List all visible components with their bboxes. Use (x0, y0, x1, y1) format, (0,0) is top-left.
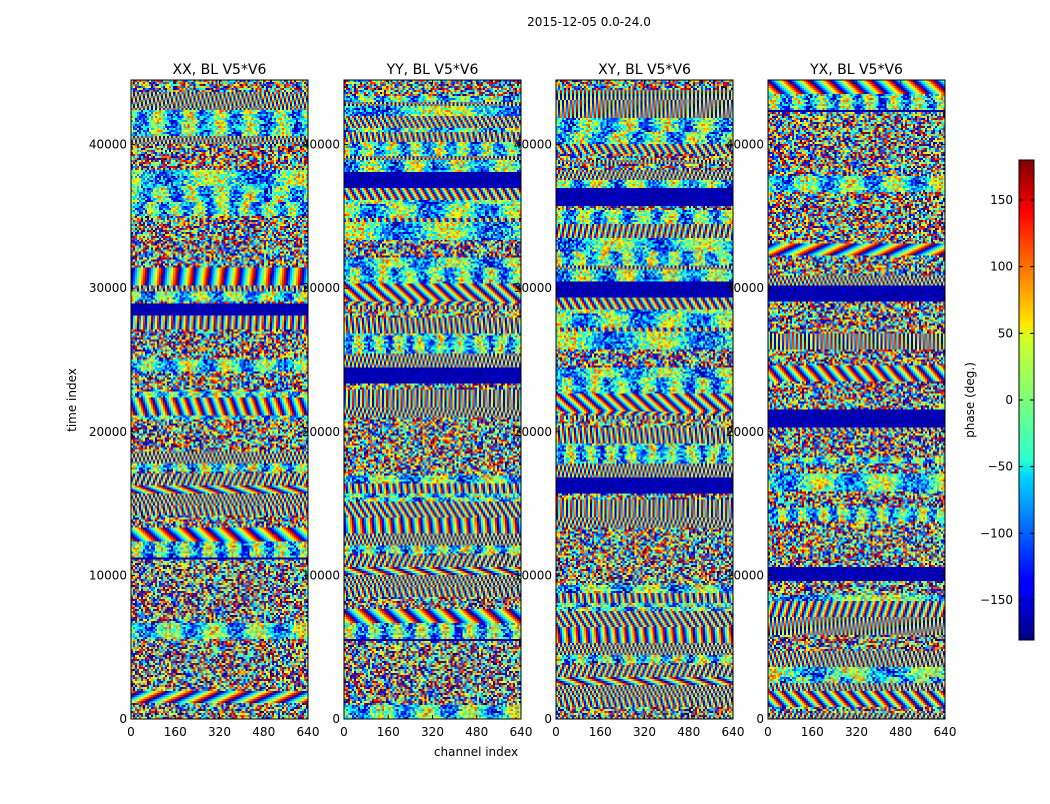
y-tick-label: 30000 (302, 281, 340, 295)
y-tick-label: 20000 (302, 425, 340, 439)
y-tick-label: 0 (756, 712, 764, 726)
panel-4-heatmap (768, 80, 945, 719)
x-tick-label: 0 (340, 725, 348, 739)
x-tick-label: 160 (377, 725, 400, 739)
x-tick-label: 640 (934, 725, 957, 739)
y-tick-label: 20000 (514, 425, 552, 439)
y-tick-label: 40000 (302, 138, 340, 152)
colorbar-tick-label: 100 (990, 260, 1013, 274)
panel-1-title: XX, BL V5*V6 (173, 62, 267, 78)
panel-4-title: YX, BL V5*V6 (809, 62, 903, 78)
panel-3: XY, BL V5*V6 0 160 320 480 640 0 10000 20000 3000… (514, 62, 745, 739)
y-tick-label: 30000 (726, 281, 764, 295)
colorbar-label: phase (deg.) (963, 362, 977, 438)
colorbar: −150 −100 −50 0 50 100 150 phase (deg.) (963, 159, 1035, 641)
y-tick-label: 10000 (302, 568, 340, 582)
y-tick-label: 30000 (89, 281, 127, 295)
y-tick-label: 0 (332, 712, 340, 726)
y-tick-label: 40000 (89, 138, 127, 152)
colorbar-ticks: −150 −100 −50 0 50 100 150 (980, 193, 1034, 607)
x-tick-label: 480 (677, 725, 700, 739)
x-tick-label: 320 (421, 725, 444, 739)
x-tick-label: 640 (722, 725, 745, 739)
panel-2: YY, BL V5*V6 0 160 320 480 640 0 10000 20000 3000… (302, 62, 533, 739)
y-tick-label: 20000 (726, 425, 764, 439)
colorbar-tick-label: 0 (1005, 393, 1013, 407)
panels: XX, BL V5*V6 0 160 320 480 640 0 10000 20000 3000… (89, 62, 957, 739)
y-tick-label: 10000 (726, 568, 764, 582)
x-tick-label: 160 (801, 725, 824, 739)
y-tick-label: 10000 (514, 568, 552, 582)
x-tick-label: 640 (297, 725, 320, 739)
panel-3-heatmap (556, 80, 733, 719)
y-tick-label: 20000 (89, 425, 127, 439)
panel-4: YX, BL V5*V6 0 160 320 480 640 0 10000 20000 3000… (726, 62, 957, 739)
y-tick-label: 0 (119, 712, 127, 726)
panel-2-heatmap (344, 80, 521, 719)
colorbar-tick-label: −150 (980, 593, 1013, 607)
colorbar-tick-label: 50 (998, 326, 1013, 340)
x-tick-label: 0 (552, 725, 560, 739)
x-tick-label: 640 (510, 725, 533, 739)
colorbar-tick-label: −50 (988, 460, 1013, 474)
colorbar-tick-label: −100 (980, 526, 1013, 540)
y-tick-label: 40000 (514, 138, 552, 152)
panel-1: XX, BL V5*V6 0 160 320 480 640 0 10000 20000 3000… (89, 62, 320, 739)
y-tick-label: 30000 (514, 281, 552, 295)
x-tick-label: 0 (764, 725, 772, 739)
x-tick-label: 320 (208, 725, 231, 739)
colorbar-tick-label: 150 (990, 193, 1013, 207)
figure-suptitle: 2015-12-05 0.0-24.0 (527, 15, 651, 29)
x-axis-label: channel index (434, 745, 518, 759)
x-tick-label: 480 (889, 725, 912, 739)
y-tick-label: 10000 (89, 568, 127, 582)
panel-1-heatmap (131, 80, 308, 719)
panel-3-title: XY, BL V5*V6 (598, 62, 691, 78)
x-tick-label: 320 (845, 725, 868, 739)
y-tick-label: 40000 (726, 138, 764, 152)
y-axis-label: time index (65, 368, 79, 432)
x-tick-label: 160 (589, 725, 612, 739)
x-tick-label: 160 (164, 725, 187, 739)
x-tick-label: 320 (633, 725, 656, 739)
y-tick-label: 0 (544, 712, 552, 726)
x-tick-label: 480 (252, 725, 275, 739)
panel-2-title: YY, BL V5*V6 (386, 62, 479, 78)
x-tick-label: 480 (465, 725, 488, 739)
x-tick-label: 0 (127, 725, 135, 739)
